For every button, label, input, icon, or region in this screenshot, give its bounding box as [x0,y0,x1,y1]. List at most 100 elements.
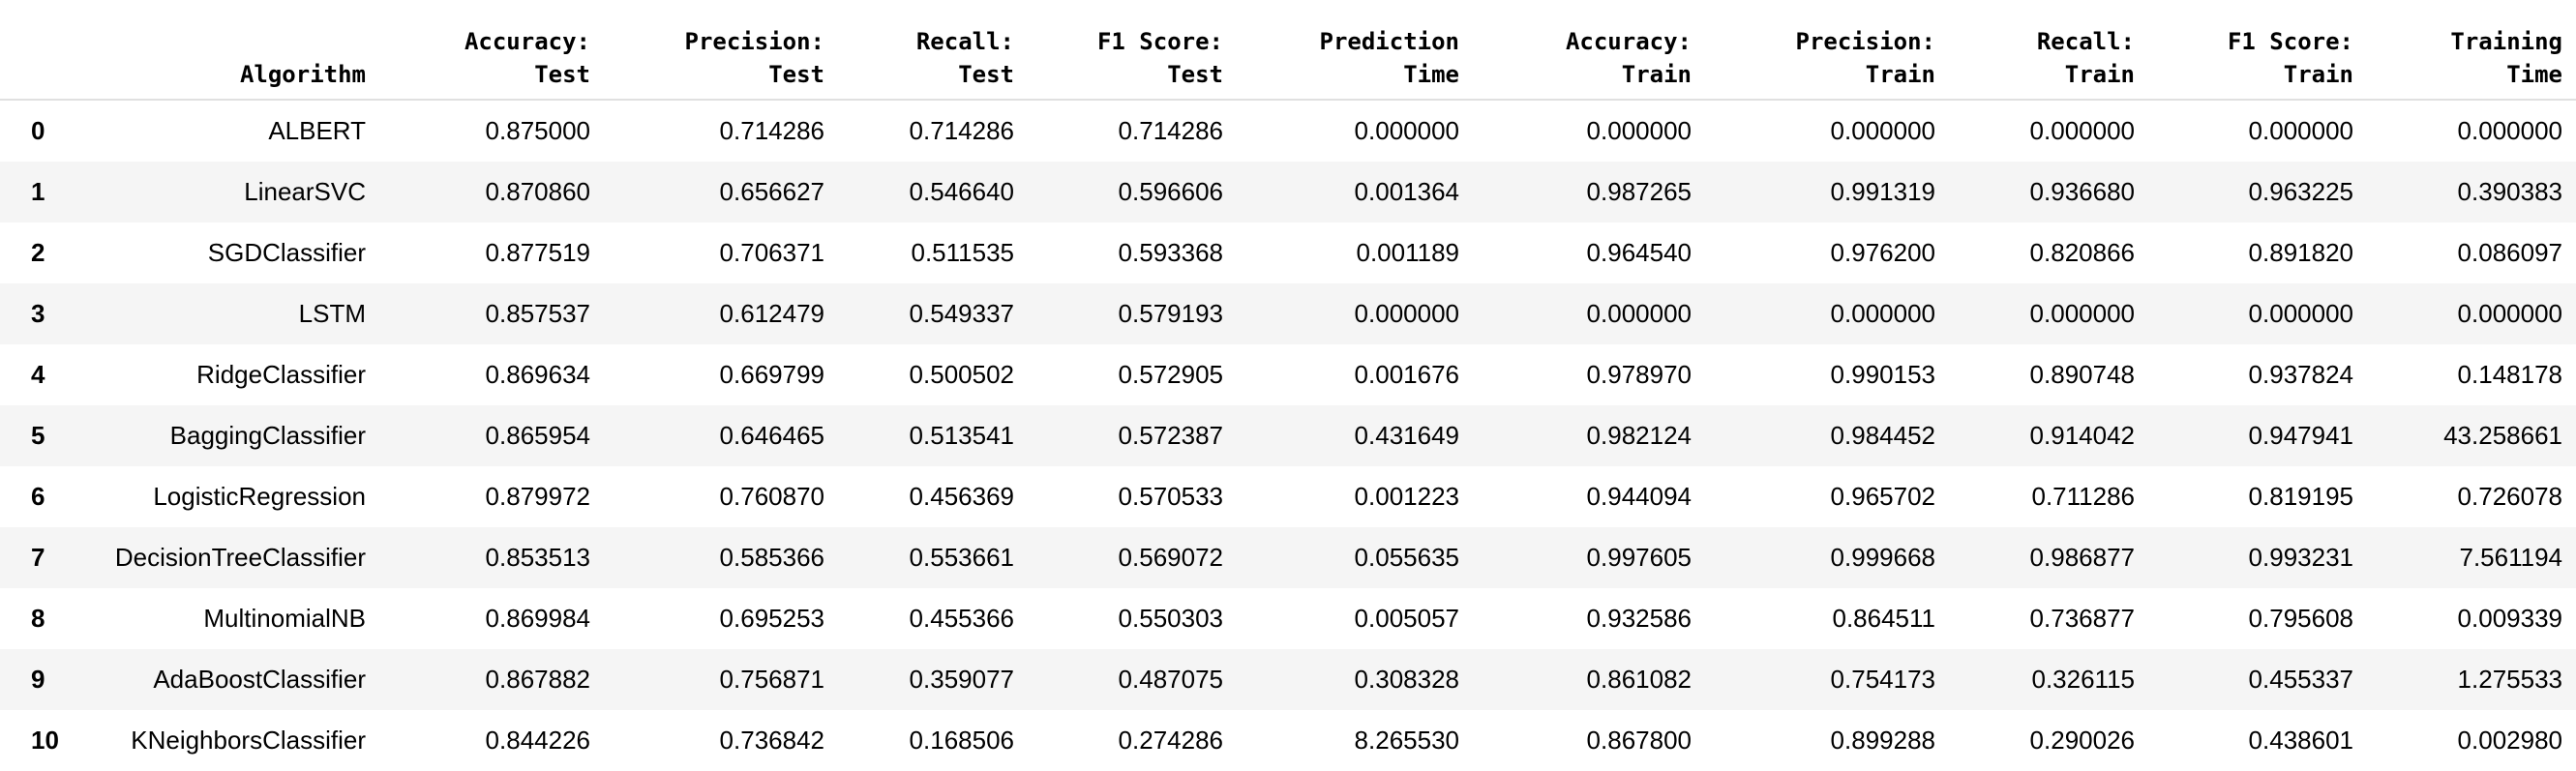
metric-cell: 0.937824 [2248,360,2353,389]
metric-cell: 0.963225 [2248,177,2353,206]
column-header-prediction-time: Prediction Time [1237,14,1473,101]
metric-cell: 0.861082 [1586,665,1692,694]
row-index: 4 [31,360,45,389]
metric-cell: 0.890748 [2029,360,2135,389]
metric-cell: 0.055635 [1354,543,1459,572]
algorithm-cell: KNeighborsClassifier [131,726,366,755]
metric-cell: 0.148178 [2457,360,2562,389]
table-body: 0 ALBERT 0.875000 0.714286 0.714286 0.714286 0… [0,100,2576,771]
metric-cell: 0.867800 [1586,726,1692,755]
column-header-accuracy-test: Accuracy: Test [379,14,604,101]
column-header-f1-score-train: F1 Score: Train [2148,14,2367,101]
metric-cell: 0.001189 [1356,238,1459,267]
metric-cell: 0.431649 [1354,421,1459,450]
metric-cell: 0.596606 [1118,177,1223,206]
metric-cell: 0.997605 [1586,543,1692,572]
metric-cell: 0.612479 [719,299,824,328]
metric-cell: 0.308328 [1354,665,1459,694]
row-index: 10 [31,726,59,755]
table-row: 8 MultinomialNB 0.869984 0.695253 0.455366 0.… [0,588,2576,649]
metric-cell: 0.438601 [2248,726,2353,755]
metric-cell: 0.820866 [2029,238,2135,267]
column-header-recall-test: Recall: Test [838,14,1028,101]
table-row: 4 RidgeClassifier 0.869634 0.669799 0.500502… [0,344,2576,405]
column-header-recall-train: Recall: Train [1949,14,2148,101]
metric-cell: 0.891820 [2248,238,2353,267]
metric-cell: 0.500502 [909,360,1014,389]
metric-cell: 0.857537 [485,299,590,328]
metric-cell: 0.455337 [2248,665,2353,694]
metric-cell: 0.726078 [2457,482,2562,511]
metric-cell: 0.795608 [2248,604,2353,633]
row-index: 7 [31,543,45,572]
metric-cell: 0.550303 [1118,604,1223,633]
metric-cell: 0.290026 [2029,726,2135,755]
metric-cell: 0.000000 [2248,116,2353,145]
metric-cell: 43.258661 [2443,421,2562,450]
metric-cell: 0.572387 [1118,421,1223,450]
metric-cell: 0.274286 [1118,726,1223,755]
metric-cell: 0.736842 [719,726,824,755]
metric-cell: 0.000000 [1586,116,1692,145]
column-header-training-time: Training Time [2367,14,2576,101]
metric-cell: 0.990153 [1830,360,1935,389]
metric-cell: 0.669799 [719,360,824,389]
metric-cell: 0.000000 [1354,116,1459,145]
metric-cell: 0.869634 [485,360,590,389]
header-row: Algorithm Accuracy: Test Precision: Test… [0,14,2576,101]
metric-cell: 0.456369 [909,482,1014,511]
metric-cell: 0.999668 [1830,543,1935,572]
metric-cell: 1.275533 [2457,665,2562,694]
metric-cell: 0.511535 [911,238,1014,267]
column-header-algorithm: Algorithm [77,14,379,101]
metric-cell: 0.656627 [719,177,824,206]
metric-cell: 0.000000 [2029,116,2135,145]
table-row: 9 AdaBoostClassifier 0.867882 0.756871 0.359… [0,649,2576,710]
table-row: 2 SGDClassifier 0.877519 0.706371 0.511535 0.… [0,222,2576,283]
table-row: 7 DecisionTreeClassifier 0.853513 0.585366 0… [0,527,2576,588]
table-row: 3 LSTM 0.857537 0.612479 0.549337 0.579193 0.0… [0,283,2576,344]
metric-cell: 0.993231 [2248,543,2353,572]
metric-cell: 0.936680 [2029,177,2135,206]
table-row: 0 ALBERT 0.875000 0.714286 0.714286 0.714286 0… [0,100,2576,162]
metric-cell: 0.991319 [1830,177,1935,206]
metric-cell: 0.875000 [485,116,590,145]
metric-cell: 0.326115 [2031,665,2135,694]
metric-cell: 0.986877 [2029,543,2135,572]
metric-cell: 0.009339 [2457,604,2562,633]
column-header-precision-test: Precision: Test [604,14,838,101]
metric-cell: 0.000000 [2457,116,2562,145]
metric-cell: 0.359077 [909,665,1014,694]
table-row: 1 LinearSVC 0.870860 0.656627 0.546640 0.5966… [0,162,2576,222]
metric-cell: 0.168506 [909,726,1014,755]
metric-cell: 0.001223 [1354,482,1459,511]
metric-cell: 0.000000 [1586,299,1692,328]
row-index: 2 [31,238,45,267]
metric-cell: 0.005057 [1354,604,1459,633]
metric-cell: 0.987265 [1586,177,1692,206]
table-header: Algorithm Accuracy: Test Precision: Test… [0,14,2576,101]
metric-cell: 0.736877 [2029,604,2135,633]
row-index: 8 [31,604,45,633]
algorithm-cell: LSTM [298,299,366,328]
metric-cell: 0.714286 [1118,116,1223,145]
metric-cell: 0.756871 [719,665,824,694]
metric-cell: 0.914042 [2029,421,2135,450]
metric-cell: 0.001364 [1354,177,1459,206]
algorithm-cell: MultinomialNB [203,604,366,633]
algorithm-cell: DecisionTreeClassifier [114,543,366,572]
metric-cell: 0.714286 [909,116,1014,145]
metric-cell: 0.865954 [485,421,590,450]
metric-cell: 0.455366 [909,604,1014,633]
metric-cell: 0.487075 [1118,665,1223,694]
row-index: 0 [31,116,45,145]
algorithm-cell: LinearSVC [244,177,366,206]
row-index: 3 [31,299,45,328]
metric-cell: 0.982124 [1586,421,1692,450]
algorithm-cell: BaggingClassifier [169,421,366,450]
metric-cell: 0.572905 [1118,360,1223,389]
metric-cell: 0.877519 [485,238,590,267]
metric-cell: 0.002980 [2457,726,2562,755]
metric-cell: 0.086097 [2457,238,2562,267]
table-row: 6 LogisticRegression 0.879972 0.760870 0.456… [0,466,2576,527]
